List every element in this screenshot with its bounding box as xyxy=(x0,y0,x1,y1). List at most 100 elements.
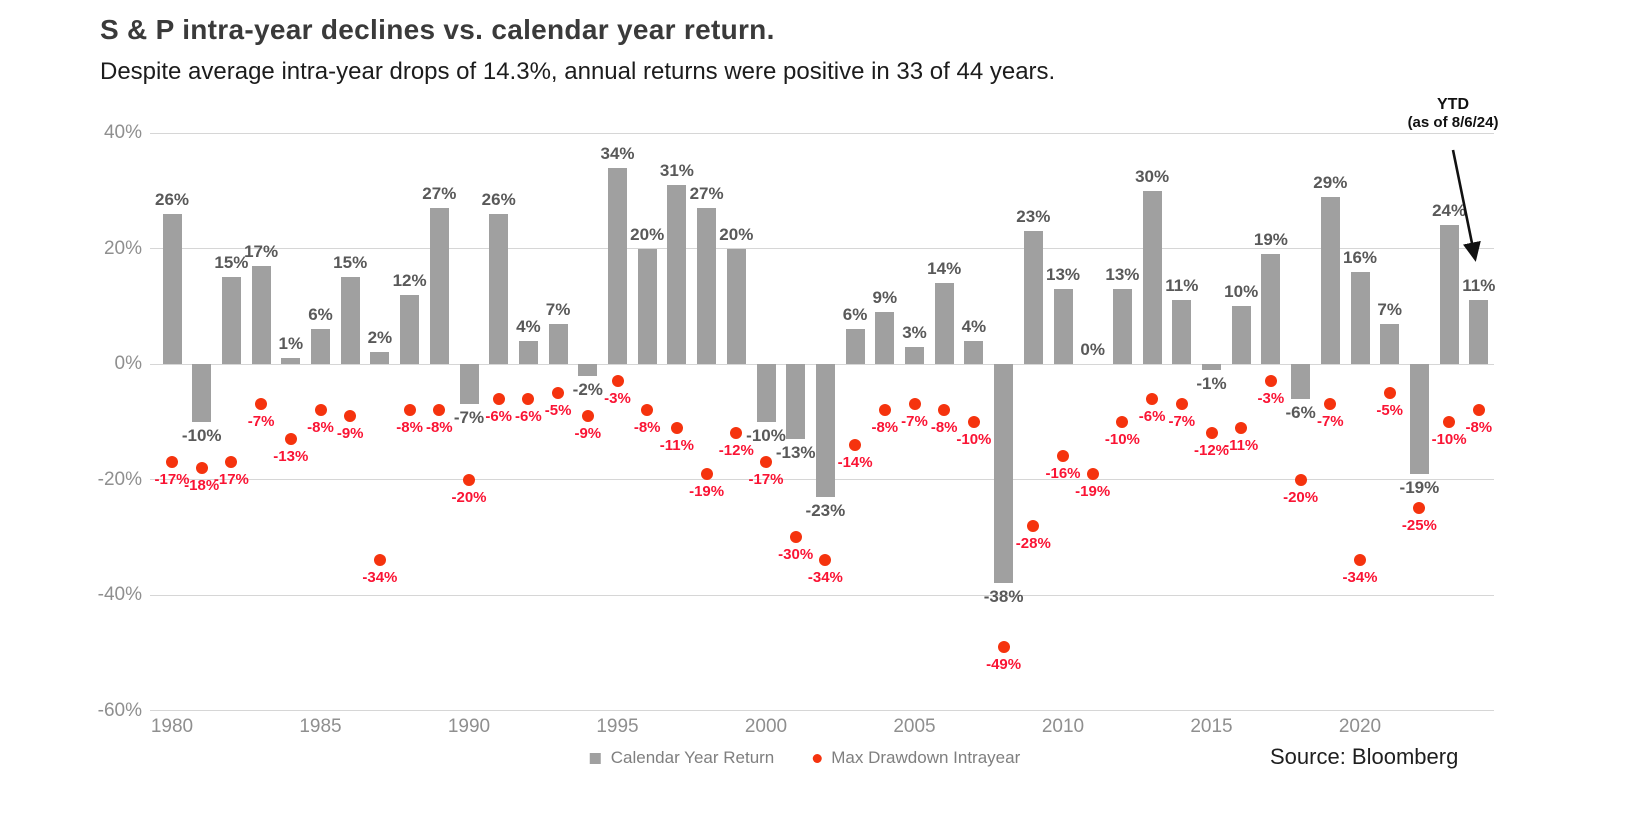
drawdown-dot xyxy=(789,531,802,544)
return-bar xyxy=(370,352,390,364)
return-bar-label: 29% xyxy=(1313,172,1348,192)
return-bar-label: 12% xyxy=(392,270,427,290)
return-bar xyxy=(162,213,182,364)
return-bar xyxy=(994,364,1014,584)
return-bar-label: 26% xyxy=(154,189,190,209)
return-bar xyxy=(400,294,420,364)
drawdown-dot xyxy=(195,461,208,474)
legend-bar-label: Calendar Year Return xyxy=(610,748,775,767)
return-bar xyxy=(1261,254,1281,364)
return-bar xyxy=(756,364,776,422)
return-bar-label: 27% xyxy=(689,184,724,204)
gridline xyxy=(150,710,1494,711)
drawdown-dot-label: -10% xyxy=(956,430,992,448)
return-bar-label: 17% xyxy=(244,241,279,261)
x-tick-label: 2010 xyxy=(1041,716,1085,737)
drawdown-dot-label: -19% xyxy=(689,482,725,500)
drawdown-dot xyxy=(611,375,624,388)
drawdown-dot-label: -8% xyxy=(871,419,899,437)
return-bar xyxy=(518,340,538,364)
x-tick-label: 1985 xyxy=(299,716,342,737)
drawdown-dot-label: -9% xyxy=(574,424,602,442)
drawdown-dot-label: -7% xyxy=(1168,413,1196,431)
return-bar xyxy=(340,277,360,364)
return-bar-label: 2% xyxy=(367,328,393,348)
return-bar xyxy=(1202,364,1221,370)
return-bar xyxy=(1320,196,1340,364)
return-bar-label: 3% xyxy=(902,322,927,342)
return-bar xyxy=(875,312,895,364)
return-bar-label: 19% xyxy=(1253,230,1288,250)
legend-dot-label: Max Drawdown Intrayear xyxy=(831,748,1021,767)
return-bar xyxy=(697,208,717,364)
drawdown-dot xyxy=(938,404,951,417)
drawdown-dot-label: -19% xyxy=(1075,482,1111,500)
drawdown-dot-label: -11% xyxy=(1224,436,1259,454)
return-bar-label: -13% xyxy=(775,443,816,463)
drawdown-dot-label: -25% xyxy=(1401,517,1437,535)
drawdown-dot-label: -17% xyxy=(213,471,249,489)
return-bar xyxy=(815,364,835,497)
drawdown-dot-label: -34% xyxy=(1342,569,1378,587)
return-bar-label: 31% xyxy=(659,160,694,180)
source-credit: Source: Bloomberg xyxy=(1270,744,1459,769)
drawdown-dot-label: -28% xyxy=(1015,534,1051,552)
return-bar-label: 11% xyxy=(1165,276,1199,296)
drawdown-dot xyxy=(1205,427,1218,440)
x-tick-label: 1990 xyxy=(447,716,491,737)
return-bar xyxy=(578,364,598,376)
drawdown-dot-label: -7% xyxy=(901,413,928,431)
drawdown-dot xyxy=(1324,398,1337,411)
drawdown-dot xyxy=(552,386,565,399)
drawdown-dot-label: -8% xyxy=(425,419,453,437)
drawdown-dot xyxy=(255,398,268,411)
return-bar-label: -19% xyxy=(1399,477,1440,497)
drawdown-dot-label: -8% xyxy=(1465,419,1493,437)
return-bar-label: -2% xyxy=(572,379,603,399)
drawdown-dot-label: -30% xyxy=(778,546,814,564)
return-bar-label: 9% xyxy=(872,288,898,308)
drawdown-dot-label: -20% xyxy=(451,488,487,506)
drawdown-dot xyxy=(819,554,832,567)
return-bar xyxy=(934,283,954,364)
x-tick-label: 2000 xyxy=(744,716,788,737)
drawdown-dot xyxy=(1443,415,1456,428)
drawdown-dot-label: -11% xyxy=(659,436,694,454)
drawdown-dot-label: -14% xyxy=(837,453,873,471)
return-bar xyxy=(489,213,509,364)
ytd-arrow xyxy=(1451,149,1481,262)
return-bar-label: 13% xyxy=(1045,264,1081,284)
return-bar xyxy=(1112,288,1132,364)
drawdown-dot-label: -17% xyxy=(748,471,784,489)
drawdown-dot xyxy=(225,456,238,469)
return-bar xyxy=(726,248,746,364)
drawdown-dot xyxy=(1235,421,1248,434)
drawdown-dot xyxy=(314,404,327,417)
return-bar-label: 30% xyxy=(1135,166,1170,186)
x-tick-label: 2015 xyxy=(1190,716,1233,737)
drawdown-dot-label: -8% xyxy=(307,419,334,437)
drawdown-dot xyxy=(492,392,505,405)
drawdown-dot xyxy=(373,554,386,567)
return-bar xyxy=(459,364,479,405)
drawdown-dot xyxy=(1472,404,1485,417)
drawdown-dot-label: -49% xyxy=(986,655,1022,673)
return-bar xyxy=(1053,288,1073,364)
gridline xyxy=(150,132,1494,134)
return-bar xyxy=(1231,306,1251,364)
drawdown-dot xyxy=(967,415,980,428)
drawdown-dot-label: -3% xyxy=(604,390,631,408)
drawdown-dot-label: -7% xyxy=(247,413,275,431)
return-bar xyxy=(192,364,212,422)
drawdown-dot-label: -17% xyxy=(154,471,190,489)
return-bar-label: 4% xyxy=(516,316,541,336)
ytd-annotation: YTD (as of 8/6/24) xyxy=(1383,96,1523,132)
return-bar xyxy=(311,329,330,364)
page-subtitle: Despite average intra-year drops of 14.3… xyxy=(100,58,1056,85)
return-bar-label: 15% xyxy=(214,253,249,273)
drawdown-dot xyxy=(403,404,416,417)
return-bar-label: 14% xyxy=(927,259,962,279)
drawdown-dot xyxy=(700,467,713,480)
x-tick-label: 1995 xyxy=(596,716,639,737)
